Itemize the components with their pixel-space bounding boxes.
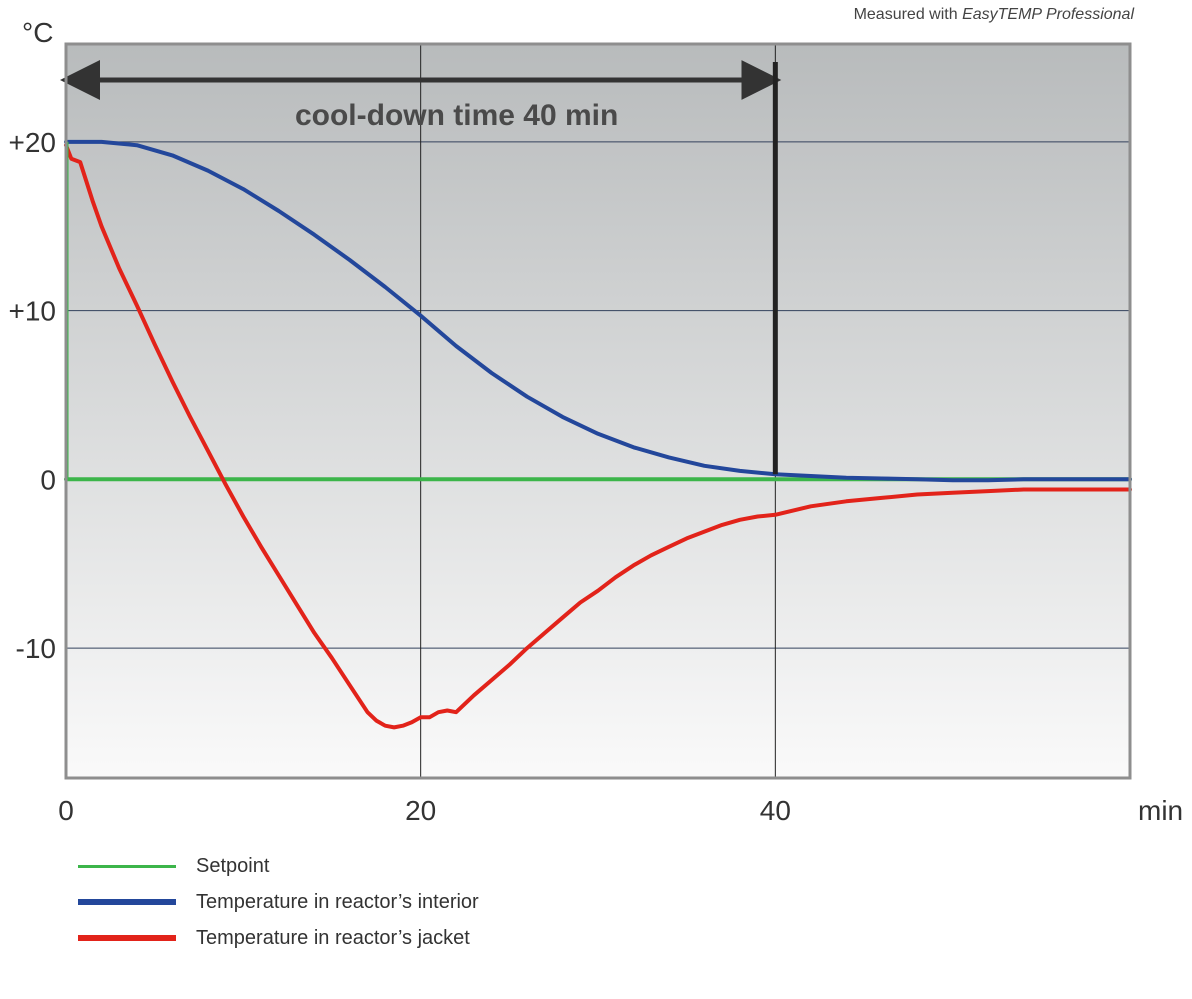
legend-label-interior: Temperature in reactor’s interior <box>196 890 479 913</box>
ticks-layer: +20 +10 0 -10 0 20 40 <box>9 127 791 826</box>
y-tick-label: -10 <box>16 633 56 664</box>
chart-canvas: cool-down time 40 min +20 +10 0 -10 0 20 40 °C… <box>9 17 1184 826</box>
x-axis-unit-label: min <box>1138 795 1183 826</box>
y-tick-label: +20 <box>9 127 57 158</box>
x-tick-label: 0 <box>58 795 74 826</box>
x-tick-label: 20 <box>405 795 436 826</box>
source-product: EasyTEMP Professional <box>962 6 1134 23</box>
legend-label-jacket: Temperature in reactor’s jacket <box>196 926 470 949</box>
y-tick-label: 0 <box>40 464 56 495</box>
plot-area-background <box>66 44 1130 778</box>
legend: Setpoint Temperature in reactor’s interi… <box>78 848 479 956</box>
legend-swatch-setpoint <box>78 864 176 868</box>
x-tick-label: 40 <box>760 795 791 826</box>
source-note: Measured with EasyTEMP Professional <box>854 6 1134 24</box>
legend-label-setpoint: Setpoint <box>196 854 270 877</box>
cool-down-label: cool-down time 40 min <box>295 99 618 132</box>
source-prefix: Measured with <box>853 6 963 23</box>
y-tick-label: +10 <box>9 296 57 327</box>
y-axis-unit-label: °C <box>22 17 53 48</box>
series-line-interior <box>64 139 1132 483</box>
annotation-layer: cool-down time 40 min <box>60 60 782 475</box>
plot-area-border <box>64 42 1132 780</box>
series-line-jacket <box>64 143 1132 730</box>
legend-item-jacket: Temperature in reactor’s jacket <box>78 920 479 956</box>
legend-item-setpoint: Setpoint <box>78 848 479 884</box>
legend-swatch-interior <box>78 899 176 905</box>
legend-item-interior: Temperature in reactor’s interior <box>78 884 479 920</box>
legend-swatch-jacket <box>78 935 176 941</box>
